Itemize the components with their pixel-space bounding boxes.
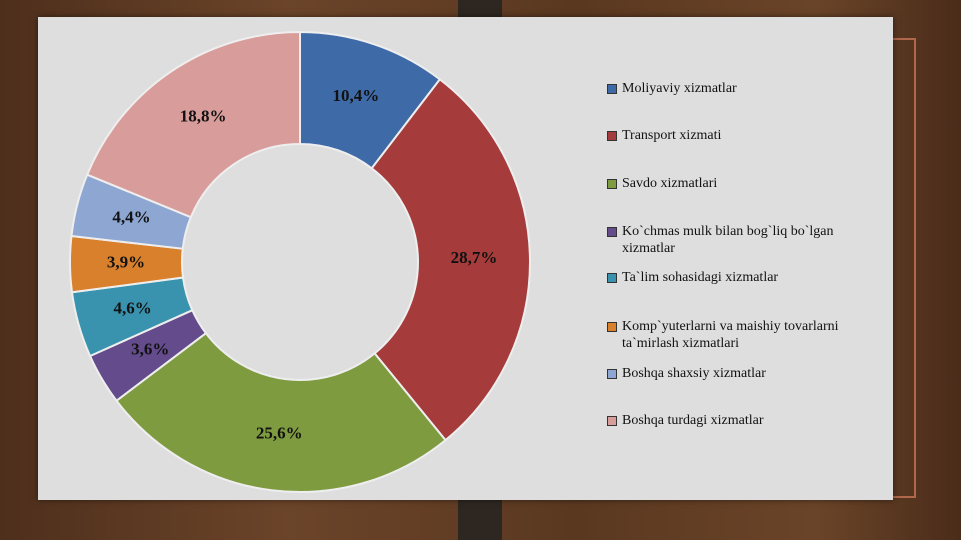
legend-entry: Savdo xizmatlari <box>607 175 882 192</box>
donut-segment <box>85 30 301 219</box>
legend-entry: Ta`lim sohasidagi xizmatlar <box>607 269 882 286</box>
legend-swatch <box>607 369 617 379</box>
data-label: 3,9% <box>107 253 145 272</box>
legend-label: Komp`yuterlarni va maishiy tovarlarni ta… <box>622 319 839 351</box>
donut-segment <box>370 77 531 442</box>
data-label: 28,7% <box>451 248 498 267</box>
legend-entry: Transport xizmati <box>607 127 882 144</box>
legend-label: Savdo xizmatlari <box>622 176 718 191</box>
legend-entry: Boshqa shaxsiy xizmatlar <box>607 365 882 382</box>
legend-swatch <box>607 131 617 141</box>
legend-label: Boshqa turdagi xizmatlar <box>622 413 764 428</box>
legend-label: Ta`lim sohasidagi xizmatlar <box>622 270 779 285</box>
legend-swatch <box>607 227 617 237</box>
legend-entry: Boshqa turdagi xizmatlar <box>607 412 882 429</box>
legend-swatch <box>607 179 617 189</box>
legend-swatch <box>607 322 617 332</box>
legend-swatch <box>607 273 617 283</box>
legend-entry: Ko`chmas mulk bilan bog`liq bo`lgan xizm… <box>607 223 882 257</box>
legend-label: Transport xizmati <box>622 128 722 143</box>
legend-label: Ko`chmas mulk bilan bog`liq bo`lgan xizm… <box>622 224 834 256</box>
data-label: 25,6% <box>256 424 303 443</box>
donut-segment <box>115 331 447 493</box>
data-label: 4,4% <box>112 208 150 227</box>
data-label: 10,4% <box>332 86 379 105</box>
data-label: 18,8% <box>180 106 227 125</box>
legend-label: Moliyaviy xizmatlar <box>622 81 737 96</box>
legend-entry: Moliyaviy xizmatlar <box>607 80 882 97</box>
legend-swatch <box>607 84 617 94</box>
legend-entry: Komp`yuterlarni va maishiy tovarlarni ta… <box>607 318 882 352</box>
legend-swatch <box>607 416 617 426</box>
data-label: 3,6% <box>131 339 169 358</box>
data-label: 4,6% <box>113 298 151 317</box>
legend-label: Boshqa shaxsiy xizmatlar <box>622 366 766 381</box>
